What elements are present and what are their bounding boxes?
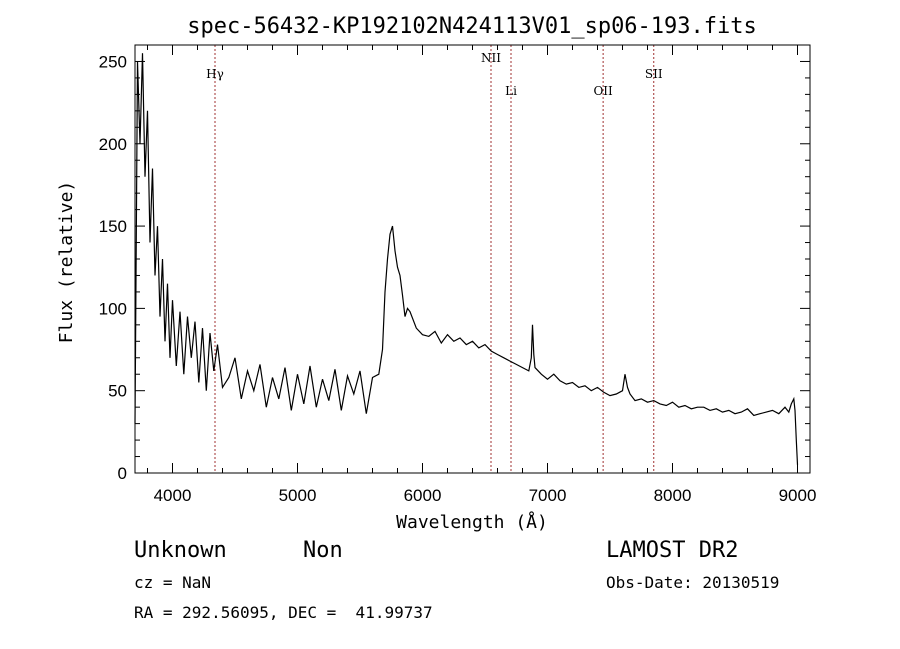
survey-name: LAMOST DR2 <box>606 538 739 563</box>
spectral-line-label-3: OII <box>593 84 613 98</box>
y-tick-label: 100 <box>99 299 127 318</box>
x-axis-label: Wavelength (Å) <box>396 511 548 533</box>
object-subclass: Non <box>303 538 343 563</box>
y-tick-label: 250 <box>99 52 127 71</box>
spectral-line-label-1: NII <box>481 51 501 65</box>
y-axis-label: Flux (relative) <box>56 181 77 344</box>
spectral-line-label-4: SII <box>645 67 663 81</box>
x-tick-label: 6000 <box>404 486 442 505</box>
x-tick-label: 5000 <box>279 486 317 505</box>
observation-date: Obs-Date: 20130519 <box>606 573 780 592</box>
x-tick-label: 9000 <box>779 486 817 505</box>
x-tick-label: 4000 <box>154 486 192 505</box>
y-tick-label: 200 <box>99 135 127 154</box>
spectral-line-label-2: Li <box>505 84 517 98</box>
coordinates: RA = 292.56095, DEC = 41.99737 <box>134 603 433 622</box>
spectrum-line <box>134 53 799 465</box>
spectral-line-markers: Hγ NII Li OII SII <box>206 45 663 473</box>
x-tick-label: 7000 <box>529 486 567 505</box>
redshift-cz: cz = NaN <box>134 573 212 592</box>
plot-frame <box>134 44 811 474</box>
y-tick-label: 50 <box>108 382 127 401</box>
x-axis-ticks: 4000 5000 6000 7000 8000 9000 <box>147 45 817 505</box>
spectral-line-label-0: Hγ <box>206 67 224 81</box>
x-tick-label: 8000 <box>654 486 692 505</box>
chart-title: spec-56432-KP192102N424113V01_sp06-193.f… <box>187 14 757 39</box>
y-axis-ticks: 0 50 100 150 200 250 <box>99 44 810 483</box>
y-tick-label: 150 <box>99 217 127 236</box>
y-tick-label: 0 <box>118 464 127 483</box>
object-class: Unknown <box>134 538 227 563</box>
